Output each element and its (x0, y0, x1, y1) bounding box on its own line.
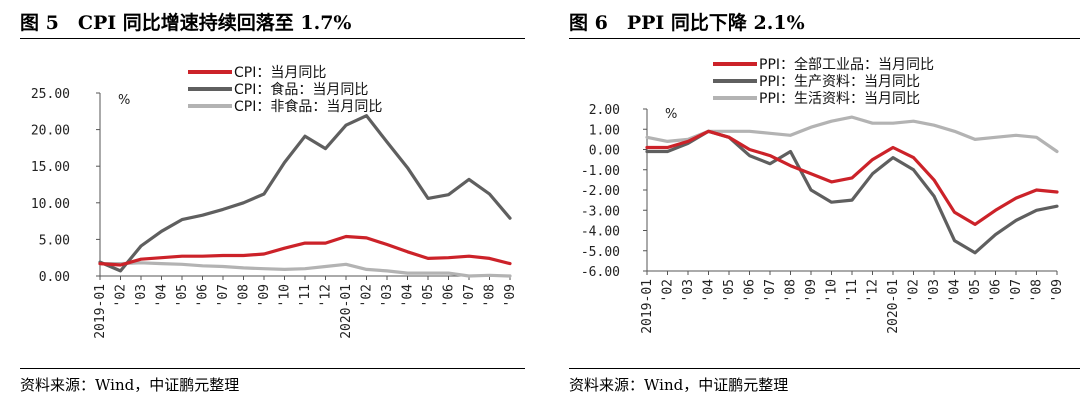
x-tick-label: '11 (298, 284, 313, 307)
legend-label: CPI：食品：当月同比 (234, 81, 368, 98)
x-tick-label: '04 (948, 279, 963, 303)
top-rule (569, 38, 1080, 39)
x-tick-label: '04 (401, 284, 416, 308)
y-tick-label: 10.00 (31, 197, 70, 212)
bottom-rule (569, 368, 1080, 369)
x-tick-label: '07 (216, 284, 231, 307)
y-tick-label: 2.00 (589, 103, 620, 118)
x-tick-label: '06 (442, 284, 457, 307)
legend-label: PPI：生产资料：当月同比 (759, 74, 920, 90)
x-tick-label: '12 (866, 279, 881, 302)
x-tick-label: '02 (907, 279, 922, 302)
x-tick-label: '05 (722, 279, 737, 302)
x-tick-label: '09 (503, 284, 518, 307)
x-tick-label: '12 (319, 284, 334, 307)
x-tick-label: '09 (257, 284, 272, 307)
x-tick-label: '07 (462, 284, 477, 307)
x-tick-label: '03 (681, 279, 696, 302)
y-tick-label: 1.00 (589, 123, 620, 138)
x-tick-label: '06 (743, 279, 758, 302)
x-tick-label: 2020-01 (339, 284, 354, 339)
x-tick-label: '05 (421, 284, 436, 307)
series-line-2 (645, 115, 1059, 154)
bottom-rule (20, 368, 525, 369)
figure-ppi: 图 6 PPI 同比下降 2.1% 2.00 1.00 0.00 -1.00 -2.00… (555, 0, 1080, 402)
x-tick-label: '03 (134, 284, 149, 307)
series-line-0 (98, 234, 512, 267)
y-tick-label: -3.00 (581, 204, 620, 219)
x-tick-label: '08 (237, 284, 252, 307)
x-tick-label: '06 (196, 284, 211, 307)
y-tick-label: 15.00 (31, 160, 70, 175)
figure-cpi: 图 5 CPI 同比增速持续回落至 1.7% 25.00 20.00 15.00 10… (0, 0, 525, 402)
y-tick-label: 5.00 (39, 233, 70, 248)
x-tick-label: '02 (360, 284, 375, 307)
x-tick-label: '02 (114, 284, 129, 307)
series-line-0 (645, 129, 1059, 226)
x-tick-label: '09 (804, 279, 819, 302)
legend-label: PPI：全部工业品：当月同比 (759, 56, 934, 73)
y-tick-label: 25.00 (31, 87, 70, 102)
x-tick-label: '07 (1009, 279, 1024, 302)
x-tick-label: '04 (155, 284, 170, 308)
y-tick-label: -4.00 (581, 225, 620, 240)
x-tick-label: '11 (845, 279, 860, 302)
cpi-line-chart: 25.00 20.00 15.00 10.00 5.00 0.00% 2019-01 '02 '… (31, 65, 518, 339)
x-tick-label: '05 (968, 279, 983, 302)
y-tick-label: -2.00 (581, 184, 620, 199)
x-tick-label: '06 (989, 279, 1004, 302)
y-tick-label: -6.00 (581, 265, 620, 280)
series-line-1 (98, 114, 512, 273)
x-tick-label: '10 (278, 284, 293, 307)
x-tick-label: '08 (483, 284, 498, 307)
source-note: 资料来源：Wind，中证鹏元整理 (569, 376, 789, 394)
top-rule (20, 38, 525, 39)
legend-label: CPI：非食品：当月同比 (234, 98, 382, 115)
y-tick-label: 0.00 (39, 270, 70, 285)
x-tick-label: '07 (763, 279, 778, 302)
x-tick-label: '03 (927, 279, 942, 302)
x-tick-label: '08 (784, 279, 799, 302)
unit-label: % (665, 107, 677, 122)
source-note: 资料来源：Wind，中证鹏元整理 (20, 376, 240, 394)
series-line-2 (98, 261, 512, 278)
x-tick-label: '02 (661, 279, 676, 302)
figure-title: 图 5 CPI 同比增速持续回落至 1.7% (20, 12, 352, 34)
unit-label: % (118, 93, 130, 108)
y-tick-label: 20.00 (31, 124, 70, 139)
x-tick-label: '04 (702, 279, 717, 303)
legend-label: CPI：当月同比 (234, 65, 326, 81)
x-tick-label: '09 (1050, 279, 1065, 302)
x-tick-label: '03 (380, 284, 395, 307)
y-tick-label: -1.00 (581, 164, 620, 179)
x-tick-label: 2020-01 (886, 279, 901, 334)
x-tick-label: 2019-01 (93, 284, 108, 339)
legend-label: PPI：生活资料：当月同比 (759, 91, 920, 107)
x-tick-label: '05 (175, 284, 190, 307)
ppi-line-chart: 2.00 1.00 0.00 -1.00 -2.00 -3.00 -4.00 -5.00 -6.… (581, 56, 1065, 334)
figure-title: 图 6 PPI 同比下降 2.1% (569, 12, 805, 34)
y-tick-label: -5.00 (581, 245, 620, 260)
series-line-1 (645, 129, 1059, 255)
x-tick-label: 2019-01 (640, 279, 655, 334)
y-tick-label: 0.00 (589, 144, 620, 159)
x-tick-label: '10 (825, 279, 840, 302)
x-tick-label: '08 (1030, 279, 1045, 302)
